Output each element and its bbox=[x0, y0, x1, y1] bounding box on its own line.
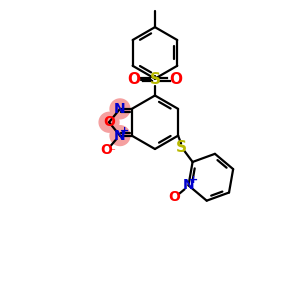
Text: S: S bbox=[176, 140, 187, 155]
Text: O: O bbox=[169, 190, 181, 204]
Text: O: O bbox=[103, 115, 115, 129]
Circle shape bbox=[110, 126, 130, 146]
Text: N: N bbox=[183, 178, 194, 192]
Text: ⁻: ⁻ bbox=[109, 148, 115, 158]
Text: +: + bbox=[189, 176, 198, 185]
Text: O: O bbox=[128, 72, 141, 87]
Text: +: + bbox=[120, 126, 130, 136]
Text: O: O bbox=[100, 142, 112, 157]
Text: N: N bbox=[114, 129, 126, 142]
Text: S: S bbox=[149, 72, 161, 87]
Text: N: N bbox=[114, 102, 126, 116]
Circle shape bbox=[99, 112, 119, 132]
Circle shape bbox=[110, 99, 130, 119]
Text: O: O bbox=[169, 72, 182, 87]
